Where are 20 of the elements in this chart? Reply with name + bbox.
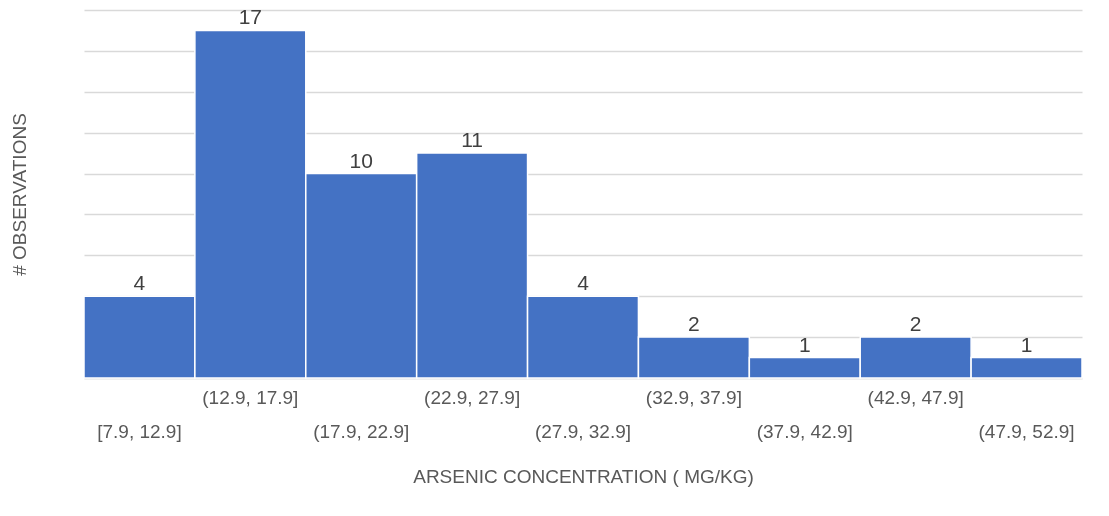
data-label: 2 xyxy=(688,312,700,336)
x-tick-label: (37.9, 42.9] xyxy=(756,420,853,442)
data-label: 4 xyxy=(577,271,590,295)
data-label: 11 xyxy=(461,128,484,152)
x-tick-label: (32.9, 37.9] xyxy=(645,386,742,408)
data-label: 1 xyxy=(1020,332,1033,356)
x-axis-title: ARSENIC CONCENTRATION ( MG/KG) xyxy=(413,465,754,487)
x-tick-label: (12.9, 17.9] xyxy=(202,386,299,408)
data-label: 2 xyxy=(909,312,922,336)
y-axis-title: # OBSERVATIONS xyxy=(8,113,30,276)
x-tick-label: [7.9, 12.9] xyxy=(97,420,182,442)
x-tick-label: (17.9, 22.9] xyxy=(313,420,410,442)
data-label: 17 xyxy=(238,5,263,29)
x-tick-label: (27.9, 32.9] xyxy=(534,420,632,442)
x-tick-label: (47.9, 52.9] xyxy=(978,420,1075,442)
data-label: 4 xyxy=(133,271,146,295)
x-tick-label: (42.9, 47.9] xyxy=(867,386,964,408)
x-tick-label: (22.9, 27.9] xyxy=(424,386,521,408)
data-label: 10 xyxy=(349,148,373,172)
data-label: 1 xyxy=(798,332,811,356)
